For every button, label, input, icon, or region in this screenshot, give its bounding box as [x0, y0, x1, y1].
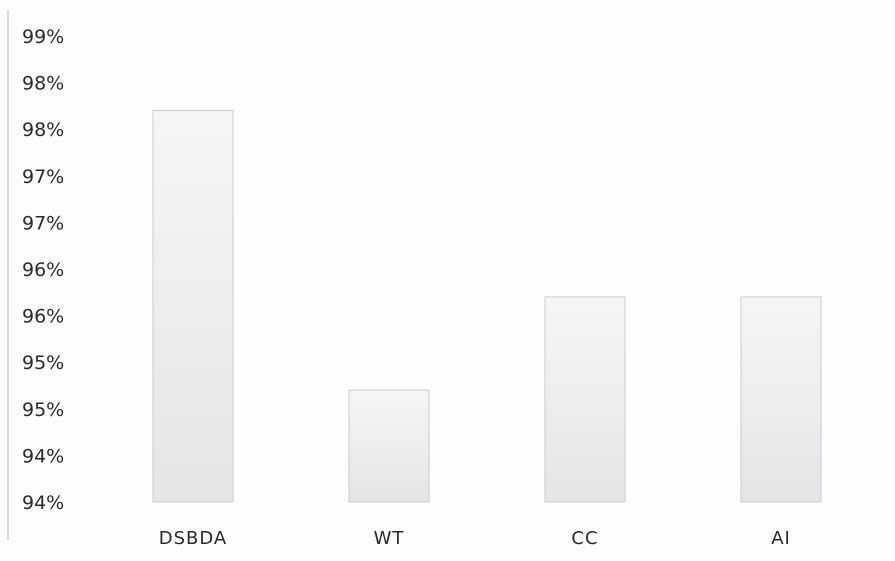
- x-tick-label: AI: [771, 528, 791, 549]
- bar-ai: [741, 297, 821, 502]
- y-tick-label: 96%: [22, 306, 64, 328]
- y-axis: 94% 94% 95% 95% 96% 96% 97% 97% 98% 98% 99%: [22, 26, 64, 514]
- y-tick-label: 97%: [22, 212, 64, 234]
- y-tick-label: 98%: [22, 119, 64, 141]
- y-tick-label: 97%: [22, 166, 64, 188]
- y-tick-label: 94%: [22, 445, 64, 467]
- y-tick-label: 95%: [22, 399, 64, 421]
- bar-dsbda: [153, 111, 233, 502]
- x-axis: DSBDA WT CC AI: [159, 528, 791, 549]
- y-tick-label: 95%: [22, 352, 64, 374]
- y-tick-label: 98%: [22, 73, 64, 95]
- bar-wt: [349, 390, 429, 502]
- x-tick-label: DSBDA: [159, 528, 228, 549]
- x-tick-label: CC: [571, 528, 598, 549]
- bars: [153, 111, 821, 502]
- y-tick-label: 99%: [22, 26, 64, 48]
- x-tick-label: WT: [374, 528, 405, 549]
- y-tick-label: 96%: [22, 259, 64, 281]
- y-tick-label: 94%: [22, 492, 64, 514]
- bar-cc: [545, 297, 625, 502]
